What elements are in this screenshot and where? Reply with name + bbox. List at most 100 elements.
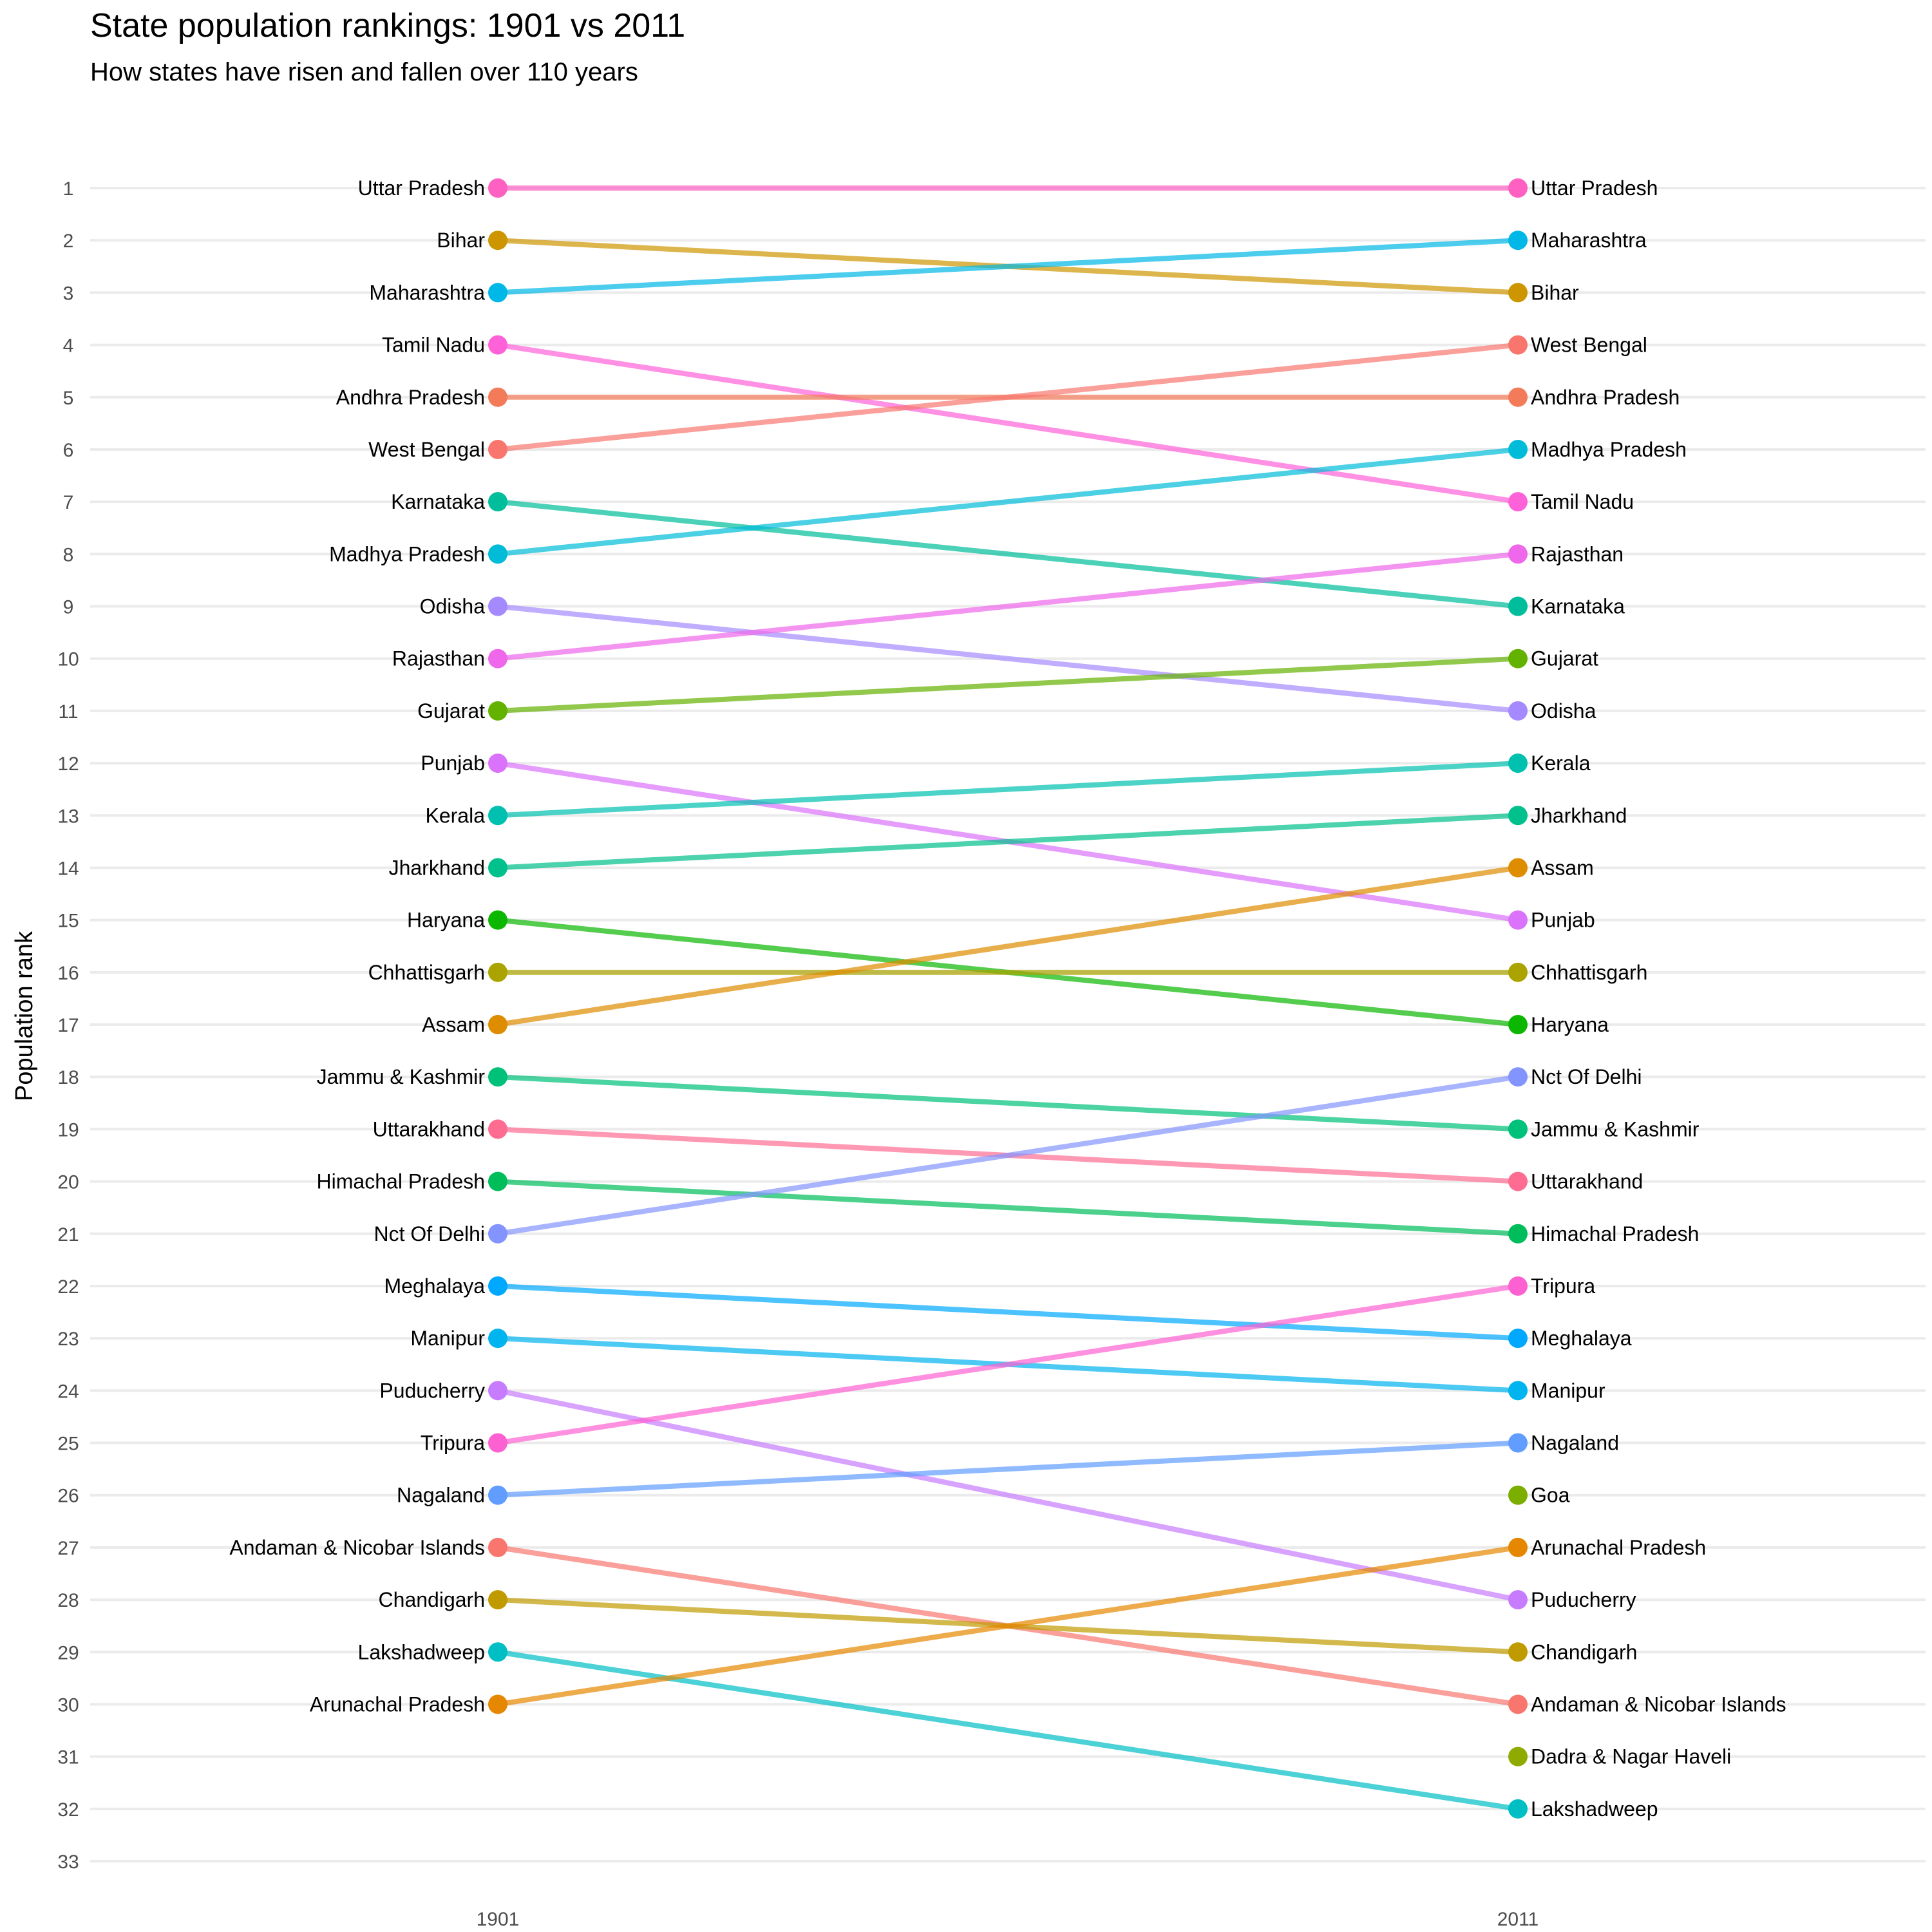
state-label: Tamil Nadu	[382, 334, 485, 357]
chart-title: State population rankings: 1901 vs 2011	[90, 7, 686, 44]
y-tick-label: 14	[57, 858, 79, 879]
state-label: Andaman & Nicobar Islands	[229, 1536, 485, 1559]
data-point	[488, 753, 507, 773]
data-point	[488, 649, 507, 668]
state-label: Andhra Pradesh	[1531, 386, 1680, 409]
y-tick-label: 1	[63, 178, 74, 200]
data-point	[1508, 1119, 1528, 1139]
series-line	[497, 1649, 1519, 1812]
x-tick-label: 1901	[477, 1909, 520, 1930]
data-point	[488, 701, 507, 721]
data-point	[1508, 1171, 1528, 1191]
series-line	[497, 656, 1519, 714]
y-tick-label: 11	[58, 701, 78, 723]
data-point	[488, 1642, 507, 1662]
state-label: Uttarakhand	[373, 1117, 485, 1141]
state-label: Jammu & Kashmir	[317, 1065, 486, 1088]
state-label: Jammu & Kashmir	[1531, 1117, 1700, 1141]
state-label: Chhattisgarh	[1531, 961, 1647, 984]
data-point	[1508, 1537, 1528, 1557]
series-line	[497, 865, 1519, 1027]
y-tick-label: 16	[57, 963, 79, 984]
state-label: Lakshadweep	[1531, 1797, 1658, 1821]
series-line	[497, 342, 1519, 505]
y-tick-label: 5	[63, 388, 74, 409]
state-label: Tripura	[1531, 1274, 1595, 1298]
data-point	[1508, 806, 1528, 826]
data-point	[488, 1224, 507, 1244]
y-tick-label: 6	[63, 440, 74, 461]
state-label: Odisha	[1531, 699, 1596, 723]
state-label: West Bengal	[1531, 334, 1647, 357]
data-point	[1508, 1642, 1528, 1662]
state-label: Haryana	[1531, 1013, 1609, 1036]
data-point	[1508, 1224, 1528, 1244]
data-point	[1508, 1694, 1528, 1714]
state-label: Puducherry	[379, 1379, 485, 1402]
y-tick-label: 33	[57, 1852, 79, 1873]
chart-subtitle: How states have risen and fallen over 11…	[90, 58, 638, 86]
data-point	[1508, 1329, 1528, 1349]
y-tick-label: 17	[57, 1015, 79, 1036]
series-points	[488, 178, 1528, 1819]
data-point	[1508, 1015, 1528, 1034]
data-point	[1508, 962, 1528, 982]
state-label: Jharkhand	[389, 856, 485, 879]
y-tick-label: 30	[57, 1694, 79, 1716]
y-tick-label: 3	[63, 283, 74, 304]
series-line	[497, 238, 1519, 296]
state-label: Jharkhand	[1531, 804, 1627, 827]
data-point	[488, 1433, 507, 1453]
series-line	[497, 342, 1519, 452]
series-line	[497, 499, 1519, 609]
state-label: Goa	[1531, 1484, 1570, 1507]
series-line	[497, 1440, 1519, 1498]
series-line	[497, 603, 1519, 714]
state-label: Himachal Pradesh	[1531, 1222, 1699, 1245]
state-label: Assam	[1531, 856, 1594, 879]
data-point	[1508, 1433, 1528, 1453]
data-point	[1508, 1799, 1528, 1819]
state-label: West Bengal	[368, 438, 485, 461]
y-tick-label: 24	[57, 1381, 79, 1402]
state-label: Tripura	[421, 1432, 485, 1455]
y-axis-ticks: 1234567891011121314151617181920212223242…	[57, 178, 79, 1873]
y-tick-label: 15	[57, 911, 79, 932]
y-tick-label: 12	[57, 753, 79, 775]
data-point	[488, 596, 507, 616]
state-label: Kerala	[426, 804, 486, 827]
series-line	[497, 813, 1519, 871]
y-tick-label: 13	[57, 806, 79, 827]
state-label: Uttarakhand	[1531, 1170, 1643, 1193]
y-tick-label: 27	[57, 1538, 79, 1559]
state-label: Nct Of Delhi	[1531, 1065, 1642, 1088]
data-point	[488, 1067, 507, 1087]
state-label: Maharashtra	[1531, 229, 1647, 252]
data-point	[488, 1015, 507, 1034]
state-label: Odisha	[420, 595, 486, 618]
state-label: Andaman & Nicobar Islands	[1531, 1692, 1786, 1716]
y-tick-label: 10	[57, 649, 79, 670]
data-point	[1508, 439, 1528, 459]
state-label: Nagaland	[1531, 1432, 1619, 1455]
state-label: Nagaland	[397, 1484, 485, 1507]
state-label: Nct Of Delhi	[374, 1222, 485, 1245]
x-tick-label: 2011	[1497, 1909, 1539, 1930]
data-point	[488, 283, 507, 303]
series-line	[497, 1179, 1519, 1236]
state-label: Manipur	[410, 1327, 485, 1350]
state-label: Bihar	[437, 229, 485, 252]
state-label: Bihar	[1531, 281, 1579, 304]
data-point	[488, 1171, 507, 1191]
data-point	[488, 1329, 507, 1349]
state-label: Madhya Pradesh	[1531, 438, 1687, 461]
data-point	[488, 910, 507, 930]
data-point	[1508, 1485, 1528, 1505]
state-label: Kerala	[1531, 752, 1591, 775]
series-line	[497, 1283, 1519, 1446]
data-point	[1508, 1747, 1528, 1766]
data-point	[1508, 492, 1528, 512]
y-tick-label: 21	[57, 1224, 79, 1245]
state-label: Arunachal Pradesh	[1531, 1536, 1706, 1559]
state-label: Tamil Nadu	[1531, 490, 1634, 513]
